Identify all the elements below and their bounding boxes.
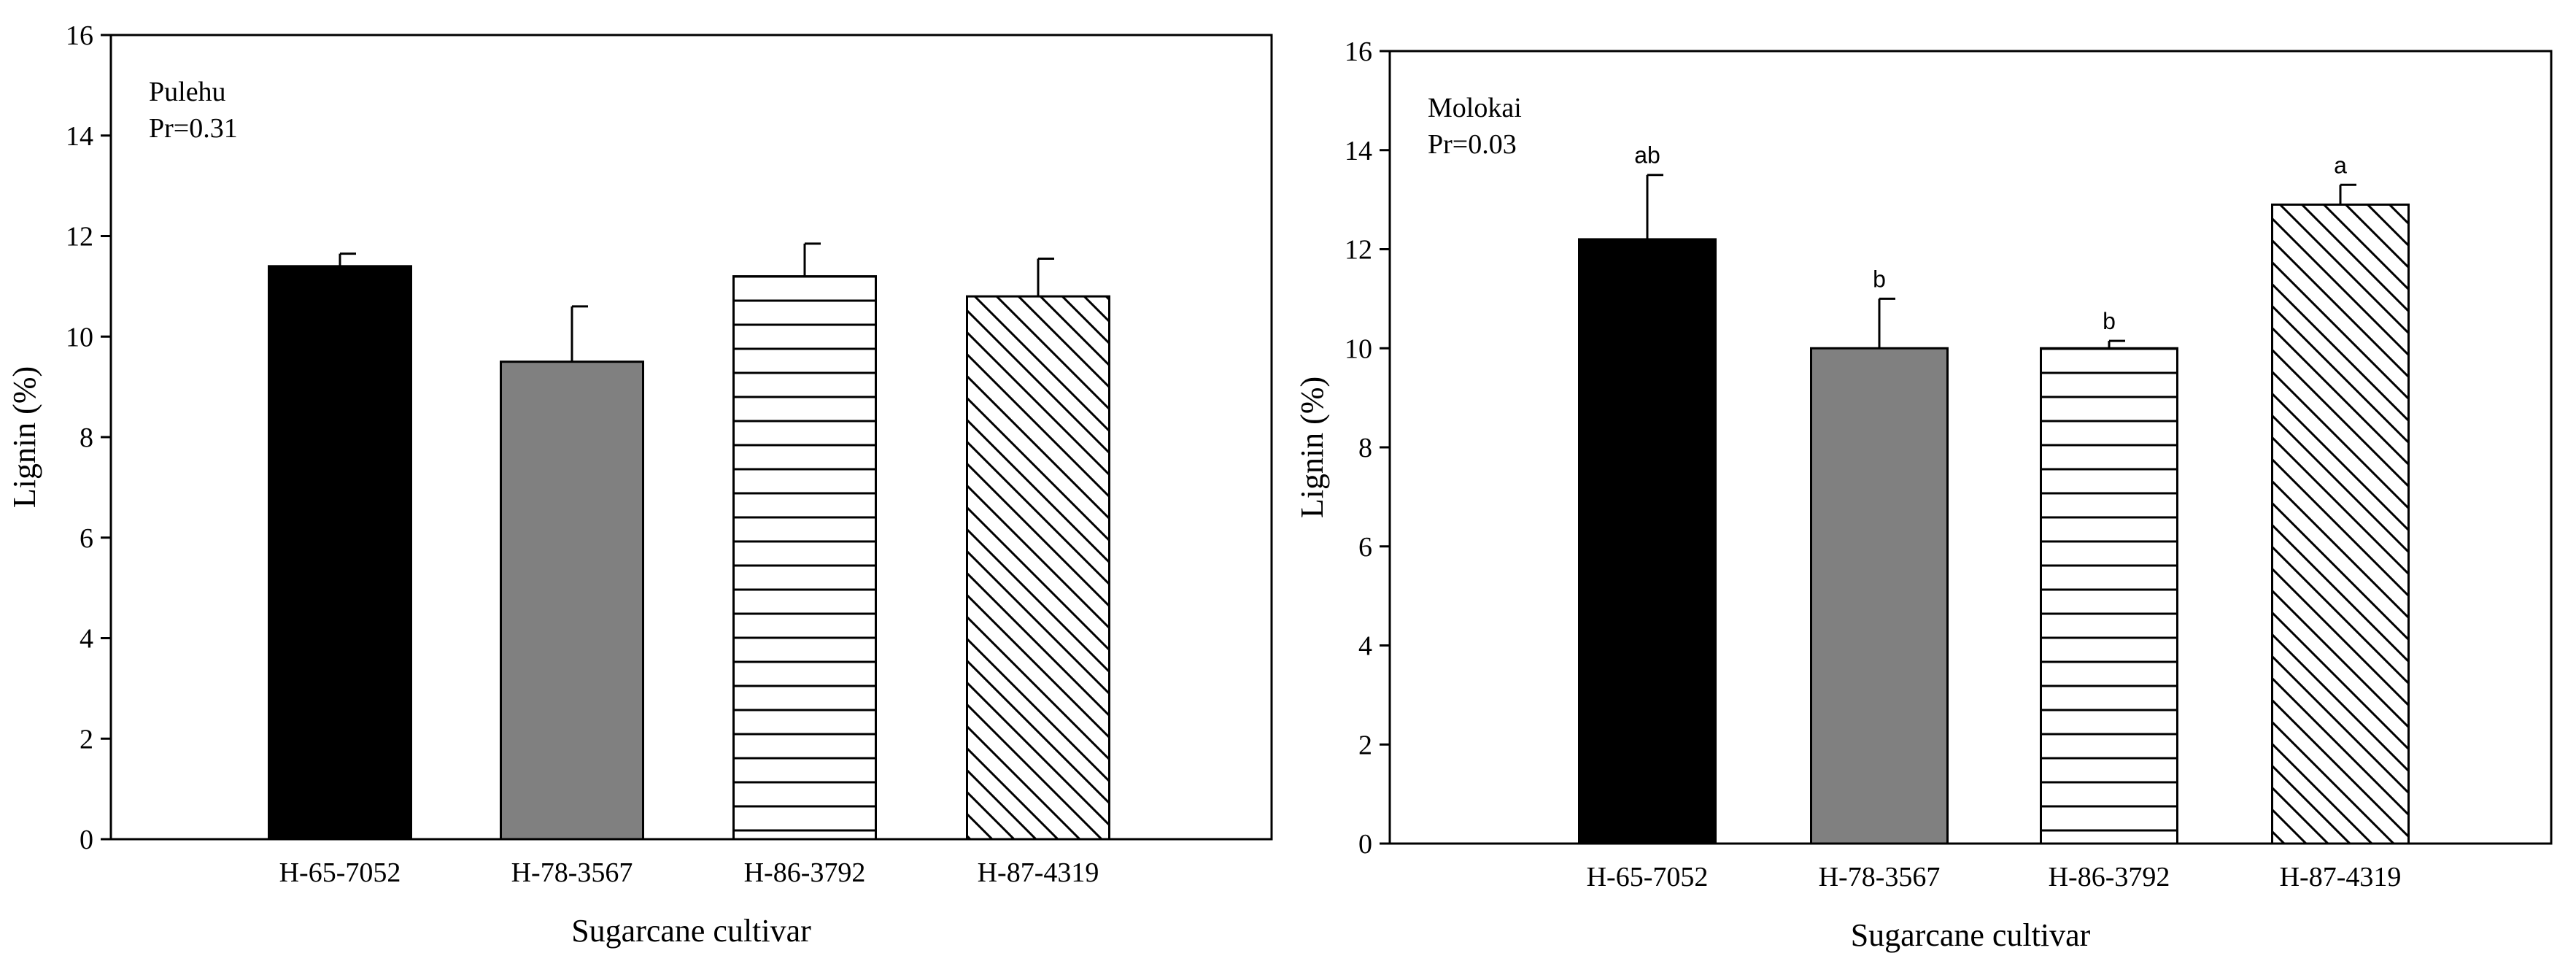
y-axis-title: Lignin (%) [1294, 377, 1330, 518]
y-tick-label: 8 [1358, 433, 1372, 463]
panel-label: Molokai [1428, 93, 1522, 123]
significance-letter: b [1873, 266, 1886, 292]
x-tick-label: H-87-4319 [2280, 862, 2402, 892]
pr-value: Pr=0.31 [149, 113, 238, 144]
y-tick-label: 8 [80, 423, 93, 453]
bar-h-78-3567 [1810, 347, 1949, 845]
bar-h-86-3792 [732, 275, 877, 841]
y-tick-label: 12 [1345, 235, 1372, 266]
panel-label: Pulehu [149, 77, 226, 107]
x-tick-label: H-65-7052 [1587, 862, 1709, 892]
x-tick-label: H-86-3792 [2049, 862, 2170, 892]
bar-h-65-7052 [268, 265, 412, 841]
bar-h-87-4319 [966, 295, 1110, 841]
y-tick-label: 2 [1358, 730, 1372, 760]
y-tick-label: 2 [80, 724, 93, 755]
y-tick-label: 6 [1358, 532, 1372, 563]
chart-svg-molokai: 0 2 4 6 8 10 12 14 16 ab H-65-7052 b H-78-3567 b H-86-… [1294, 36, 2553, 953]
bar-h-86-3792 [2040, 347, 2178, 845]
y-tick-label: 10 [66, 322, 93, 352]
significance-letter: a [2334, 152, 2347, 178]
y-tick-label: 14 [1345, 136, 1372, 166]
chart-panel-molokai: 0 2 4 6 8 10 12 14 16 ab H-65-7052 b H-78-3567 b H-86-… [1288, 0, 2576, 972]
x-axis-title: Sugarcane cultivar [571, 913, 811, 949]
x-tick-label: H-78-3567 [511, 857, 633, 888]
bar-h-87-4319 [2271, 203, 2410, 845]
y-tick-label: 16 [1345, 36, 1372, 67]
y-tick-label: 4 [1358, 631, 1372, 662]
y-tick-label: 16 [66, 20, 93, 51]
y-tick-label: 4 [80, 624, 93, 655]
bar-h-78-3567 [500, 360, 644, 841]
significance-letter: ab [1634, 142, 1660, 169]
chart-svg-pulehu: 0 2 4 6 8 10 12 14 16 H-65-7052 H-78-3567 H-86-3792… [7, 20, 1273, 949]
x-tick-label: H-78-3567 [1819, 862, 1941, 892]
x-axis-title: Sugarcane cultivar [1851, 917, 2091, 953]
y-tick-label: 6 [80, 523, 93, 554]
y-tick-label: 0 [80, 825, 93, 855]
x-tick-label: H-86-3792 [744, 857, 866, 888]
pr-value: Pr=0.03 [1428, 129, 1517, 160]
x-tick-label: H-65-7052 [279, 857, 401, 888]
y-tick-label: 12 [66, 222, 93, 252]
y-tick-label: 10 [1345, 333, 1372, 364]
y-axis-title: Lignin (%) [7, 366, 42, 508]
bar-h-65-7052 [1578, 238, 1717, 845]
y-tick-label: 14 [66, 121, 93, 152]
x-tick-label: H-87-4319 [978, 857, 1099, 888]
significance-letter: b [2103, 308, 2116, 334]
y-tick-label: 0 [1358, 829, 1372, 860]
chart-panel-pulehu: 0 2 4 6 8 10 12 14 16 H-65-7052 H-78-3567 H-86-3792… [7, 20, 1273, 949]
